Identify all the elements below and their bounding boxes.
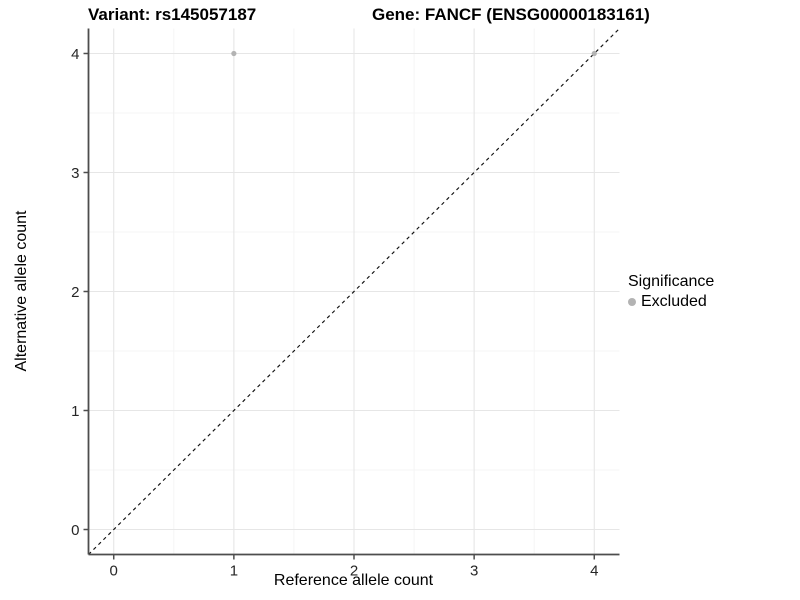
y-axis-title: Alternative allele count	[13, 210, 30, 372]
data-point	[591, 50, 597, 57]
x-axis-title: Reference allele count	[273, 572, 434, 589]
y-tick-label: 2	[71, 284, 79, 301]
x-tick-label: 3	[470, 563, 478, 580]
data-point	[231, 50, 237, 57]
legend-item-excluded: Excluded	[628, 293, 714, 311]
legend-title: Significance	[628, 273, 715, 290]
y-tick-label: 0	[71, 522, 79, 539]
y-tick-label: 3	[71, 165, 79, 182]
x-tick-label: 1	[230, 563, 238, 580]
x-tick-label: 4	[590, 563, 598, 580]
y-tick-label: 4	[71, 46, 79, 63]
identity-reference-line	[88, 28, 620, 555]
legend-point-icon	[628, 298, 636, 306]
legend-item-label: Excluded	[641, 293, 707, 310]
x-tick-label: 0	[110, 563, 118, 580]
x-tick-label: 2	[350, 563, 358, 580]
legend: Significance Excluded	[628, 273, 714, 311]
plot-title-variant: Variant: rs145057187	[88, 5, 257, 24]
y-tick-label: 1	[71, 403, 79, 420]
plot-title-gene: Gene: FANCF (ENSG00000183161)	[372, 5, 650, 24]
